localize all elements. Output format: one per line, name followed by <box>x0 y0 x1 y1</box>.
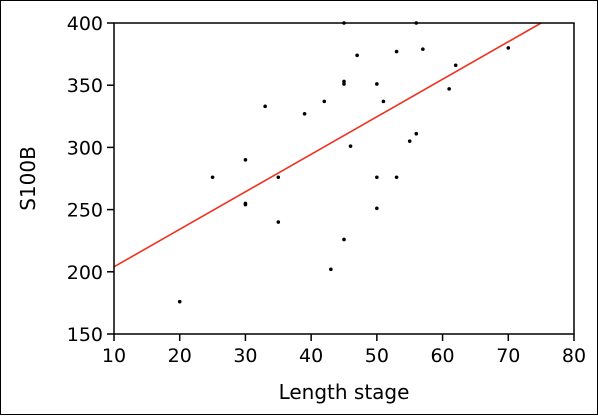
y-tick-label: 250 <box>67 200 103 222</box>
x-tick-label: 40 <box>299 345 323 367</box>
data-point <box>447 87 451 91</box>
data-point <box>210 175 215 180</box>
data-point <box>342 82 346 86</box>
x-tick-label: 60 <box>430 345 454 367</box>
data-point <box>302 112 307 116</box>
x-tick-label: 70 <box>496 345 520 367</box>
data-point <box>394 175 399 180</box>
data-point <box>407 139 412 143</box>
data-point <box>421 47 425 51</box>
regression-line <box>113 22 542 268</box>
x-tick-label: 80 <box>562 345 586 367</box>
data-point <box>177 299 182 304</box>
data-point <box>342 237 346 242</box>
data-point <box>375 82 379 86</box>
data-point <box>276 220 281 224</box>
plot-area-frame <box>113 22 575 335</box>
data-point <box>375 175 379 180</box>
data-point <box>263 104 267 109</box>
x-tick-label: 30 <box>233 345 257 367</box>
data-point <box>355 53 359 58</box>
data-point <box>381 99 386 104</box>
data-point <box>243 202 248 207</box>
x-tick-label: 50 <box>365 345 389 367</box>
data-point <box>243 158 248 162</box>
y-tick-label: 200 <box>67 262 103 284</box>
y-tick-label: 300 <box>67 137 103 159</box>
x-tick-label: 10 <box>102 345 126 367</box>
data-point <box>375 206 379 211</box>
data-point <box>414 131 419 136</box>
y-axis-title: S100B <box>16 146 40 211</box>
data-point <box>506 46 511 50</box>
y-tick-label: 350 <box>67 75 103 97</box>
data-point <box>342 79 346 84</box>
y-tick-label: 150 <box>67 324 103 346</box>
data-point <box>276 175 281 180</box>
x-axis-title: Length stage <box>279 380 410 404</box>
data-point <box>453 63 458 68</box>
data-point <box>348 144 353 148</box>
data-point <box>322 99 327 104</box>
data-point <box>394 49 399 54</box>
x-tick-label: 20 <box>168 345 192 367</box>
y-tick-label: 400 <box>67 13 103 35</box>
data-point <box>329 267 333 272</box>
